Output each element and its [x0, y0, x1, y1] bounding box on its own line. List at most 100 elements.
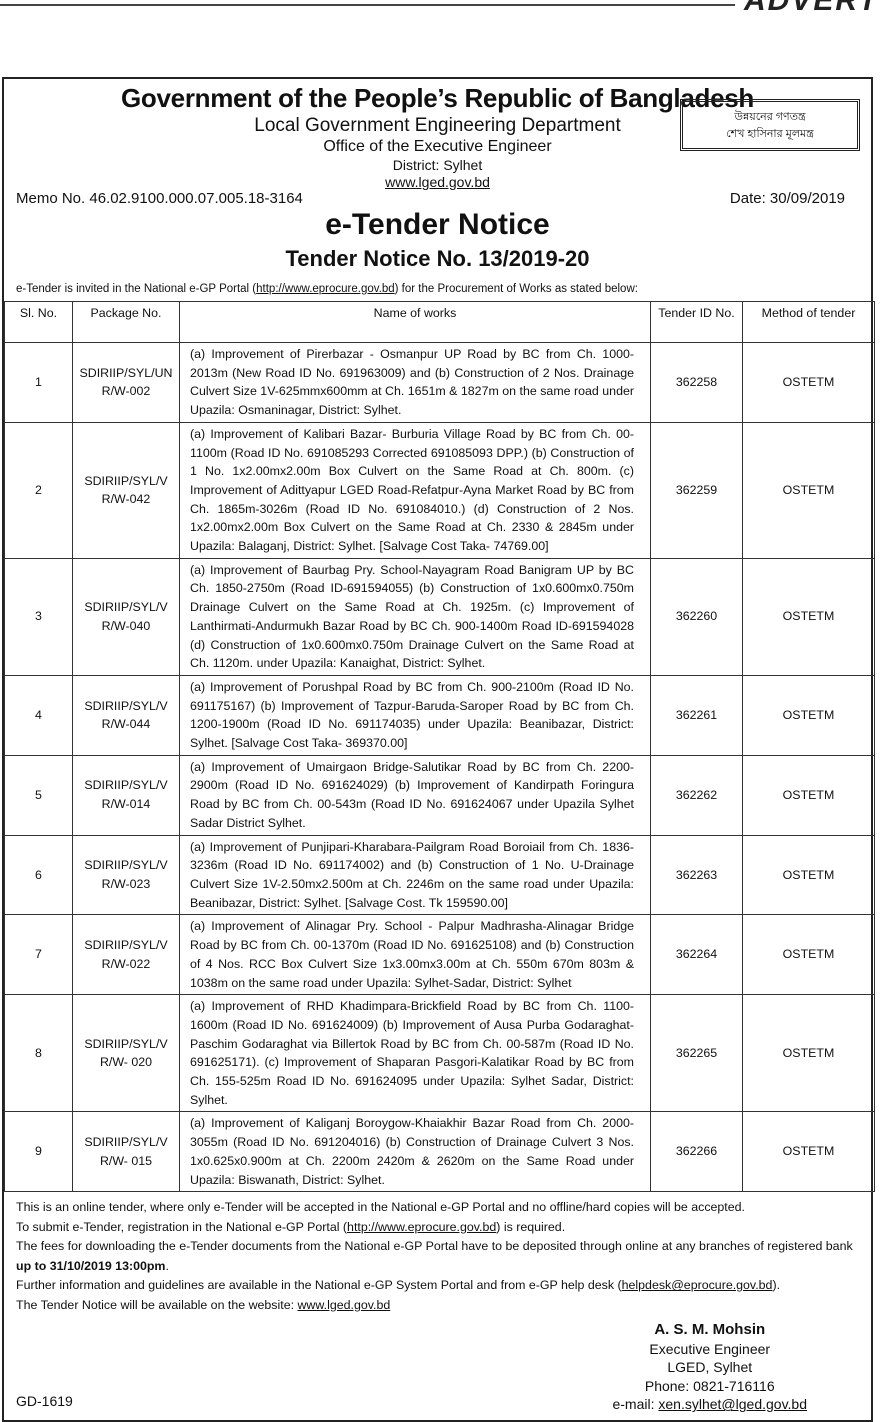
works-description: (a) Improvement of Porushpal Road by BC … [179, 674, 651, 756]
serial-number: 5 [4, 754, 73, 836]
package-number: SDIRIIP/SYL/VR/W-040 [72, 557, 180, 676]
package-number: SDIRIIP/SYL/VR/W-044 [72, 674, 180, 756]
table-header: Sl. No. Package No. Name of works Tender… [4, 301, 875, 343]
serial-number: 6 [4, 834, 73, 916]
footer-line: Further information and guidelines are a… [16, 1276, 859, 1296]
footer-notes: This is an online tender, where only e-T… [4, 1192, 871, 1315]
department-name: Local Government Engineering Department [254, 115, 621, 136]
works-description: (a) Improvement of Kaliganj Boroygow-Kha… [179, 1111, 651, 1193]
column-header: Name of works [179, 301, 651, 343]
table-row: 5 SDIRIIP/SYL/VR/W-014 (a) Improvement of … [4, 754, 875, 836]
memo-number: Memo No. 46.02.9100.000.07.005.18-3164 [16, 190, 303, 207]
slogan-box: উন্নয়নের গণতন্ত্র শেখ হাসিনার মূলমন্ত্র [680, 99, 860, 151]
text: ). [772, 1278, 781, 1293]
notice-date: Date: 30/09/2019 [729, 190, 845, 207]
footer-line: up to 31/10/2019 13:00pm. [16, 1258, 169, 1273]
tender-id: 362260 [650, 557, 743, 676]
works-description: (a) Improvement of RHD Khadimpara-Brickf… [179, 994, 651, 1113]
signatory-designation: Executive Engineer [649, 1340, 771, 1357]
intro-text: e-Tender is invited in the National e-GP… [16, 282, 638, 297]
works-description: (a) Improvement of Umairgaon Bridge-Salu… [179, 754, 651, 836]
works-description: (a) Improvement of Kalibari Bazar- Burbu… [179, 421, 651, 559]
text: To submit e-Tender, registration in the … [16, 1219, 348, 1234]
column-header: Method of tender [742, 301, 875, 343]
notice-header: Government of the People’s Republic of B… [4, 79, 871, 301]
office-name: Office of the Executive Engineer [323, 138, 552, 155]
email-link[interactable]: xen.sylhet@lged.gov.bd [658, 1396, 807, 1413]
signatory-office: LGED, Sylhet [667, 1359, 753, 1376]
table-row: 1 SDIRIIP/SYL/UNR/W-002 (a) Improvement of… [4, 342, 875, 423]
text: The Tender Notice will be available on t… [16, 1297, 298, 1312]
footer-line: To submit e-Tender, registration in the … [16, 1218, 859, 1238]
serial-number: 1 [4, 342, 73, 423]
table-row: 8 SDIRIIP/SYL/VR/W- 020 (a) Improvement of… [4, 994, 875, 1113]
deadline: up to 31/10/2019 13:00pm [16, 1258, 166, 1273]
website-link[interactable]: www.lged.gov.bd [4, 174, 871, 191]
signatory-phone: Phone: 0821-716116 [644, 1377, 775, 1394]
tender-id: 362265 [650, 994, 743, 1113]
tender-method: OSTETM [742, 421, 875, 559]
text: e-mail: [612, 1396, 659, 1413]
slogan-line: উন্নয়নের গণতন্ত্র [734, 111, 806, 123]
helpdesk-email-link[interactable]: helpdesk@eprocure.gov.bd [621, 1278, 773, 1293]
tender-method: OSTETM [742, 754, 875, 836]
notice-title: e-Tender Notice [325, 208, 550, 241]
signatory-email-line: e-mail: xen.sylhet@lged.gov.bd [612, 1395, 807, 1414]
column-header: Package No. [72, 301, 180, 343]
eprocure-link[interactable]: http://www.eprocure.gov.bd [347, 1219, 497, 1234]
table-row: 6 SDIRIIP/SYL/VR/W-023 (a) Improvement of … [4, 834, 875, 916]
serial-number: 4 [4, 674, 73, 756]
top-strip: ADVERT [0, 0, 880, 20]
package-number: SDIRIIP/SYL/VR/W-022 [72, 914, 180, 996]
website-link[interactable]: www.lged.gov.bd [297, 1297, 391, 1312]
government-title: Government of the People’s Republic of B… [121, 83, 754, 113]
package-number: SDIRIIP/SYL/VR/W- 015 [72, 1111, 180, 1193]
tender-method: OSTETM [742, 994, 875, 1113]
tender-id: 362258 [650, 342, 743, 423]
intro-after: ) for the Procurement of Works as stated… [394, 283, 638, 295]
tender-id: 362259 [650, 421, 743, 559]
eprocure-link[interactable]: http://www.eprocure.gov.bd [256, 283, 395, 295]
column-header: Sl. No. [4, 301, 73, 343]
table-row: 4 SDIRIIP/SYL/VR/W-044 (a) Improvement of … [4, 674, 875, 756]
package-number: SDIRIIP/SYL/VR/W-042 [72, 421, 180, 559]
works-table: Sl. No. Package No. Name of works Tender… [4, 301, 875, 1193]
works-description: (a) Improvement of Baurbag Pry. School-N… [179, 557, 651, 676]
works-description: (a) Improvement of Alinagar Pry. School … [179, 914, 651, 996]
text: Further information and guidelines are a… [16, 1278, 622, 1293]
serial-number: 9 [4, 1111, 73, 1193]
column-header: Tender ID No. [650, 301, 743, 343]
website-link-text[interactable]: www.lged.gov.bd [385, 174, 490, 190]
works-description: (a) Improvement of Pirerbazar - Osmanpur… [179, 342, 651, 423]
gd-number: GD-1619 [16, 1392, 73, 1409]
package-number: SDIRIIP/SYL/VR/W-023 [72, 834, 180, 916]
signature-block: A. S. M. Mohsin Executive Engineer LGED,… [612, 1321, 807, 1414]
works-description: (a) Improvement of Punjipari-Kharabara-P… [179, 834, 651, 916]
tender-id: 362266 [650, 1111, 743, 1193]
package-number: SDIRIIP/SYL/VR/W- 020 [72, 994, 180, 1113]
tender-method: OSTETM [742, 342, 875, 423]
signatory-name: A. S. M. Mohsin [654, 1321, 766, 1339]
package-number: SDIRIIP/SYL/VR/W-014 [72, 754, 180, 836]
text: ) is required. [496, 1219, 566, 1234]
district: District: Sylhet [392, 157, 483, 173]
advert-label: ADVERT [744, 0, 879, 17]
slogan-line: শেখ হাসিনার মূলমন্ত্র [726, 128, 814, 140]
tender-id: 362263 [650, 834, 743, 916]
notice-number: Tender Notice No. 13/2019-20 [285, 246, 590, 271]
tender-method: OSTETM [742, 674, 875, 756]
tender-id: 362261 [650, 674, 743, 756]
tender-id: 362264 [650, 914, 743, 996]
tender-method: OSTETM [742, 834, 875, 916]
tender-method: OSTETM [742, 1111, 875, 1193]
intro-before: e-Tender is invited in the National e-GP… [16, 283, 257, 295]
tender-notice: Government of the People’s Republic of B… [2, 77, 875, 1422]
table-row: 3 SDIRIIP/SYL/VR/W-040 (a) Improvement of … [4, 557, 875, 676]
tender-id: 362262 [650, 754, 743, 836]
serial-number: 8 [4, 994, 73, 1113]
tender-method: OSTETM [742, 914, 875, 996]
footer-line: The fees for downloading the e-Tender do… [16, 1239, 853, 1254]
bottom-section: GD-1619 A. S. M. Mohsin Executive Engine… [4, 1315, 871, 1420]
serial-number: 7 [4, 914, 73, 996]
divider [0, 4, 735, 6]
